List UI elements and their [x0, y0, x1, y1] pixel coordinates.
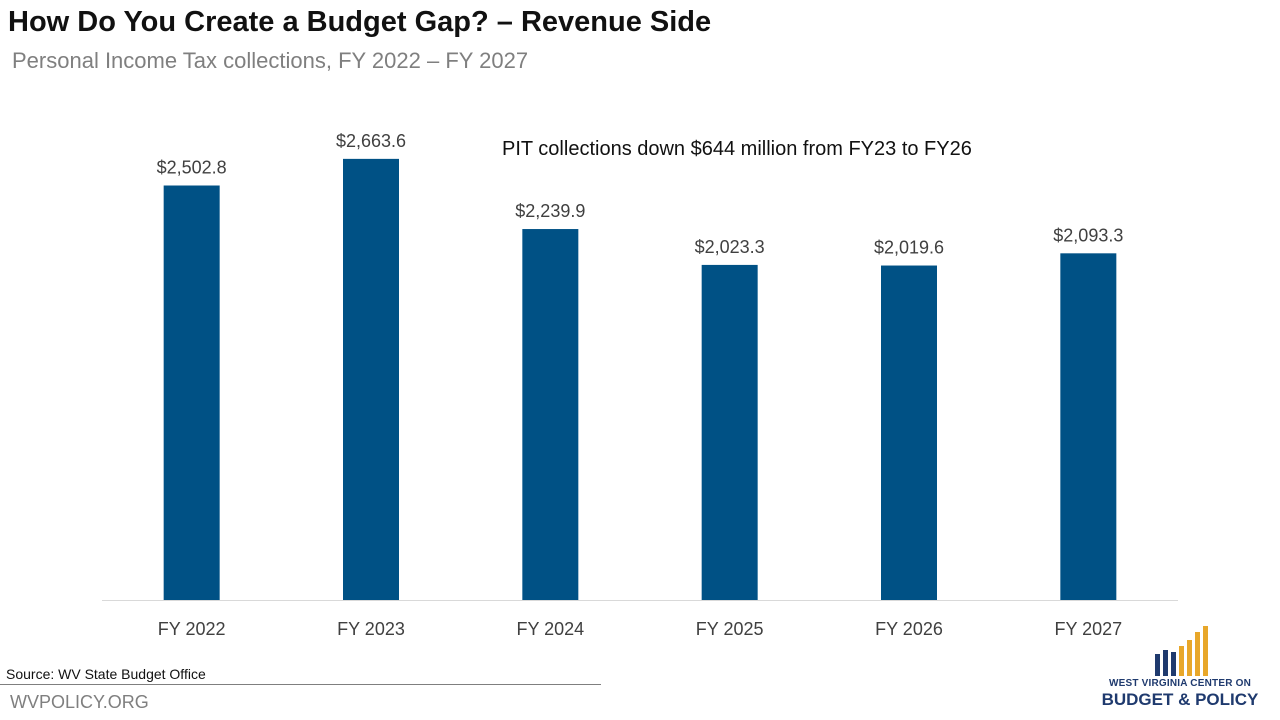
- bar-fy-2026: [881, 265, 937, 600]
- x-tick-label: FY 2026: [875, 619, 943, 639]
- logo-text-line2: BUDGET & POLICY: [1101, 690, 1259, 709]
- bar-fy-2022: [163, 185, 220, 600]
- source-divider: [0, 684, 601, 685]
- bar-fy-2027: [1060, 253, 1117, 600]
- chart-annotation: PIT collections down $644 million from F…: [502, 138, 972, 160]
- data-label: $2,663.6: [336, 131, 406, 151]
- logo-text-line1: WEST VIRGINIA CENTER ON: [1108, 678, 1251, 689]
- x-tick-label: FY 2023: [337, 619, 405, 639]
- x-tick-label: FY 2022: [158, 619, 226, 639]
- data-label: $2,023.3: [695, 237, 765, 257]
- data-label: $2,502.8: [157, 158, 227, 178]
- organization-logo: WEST VIRGINIA CENTER ON BUDGET & POLICY: [1100, 624, 1260, 716]
- logo-bars-icon: [1155, 626, 1208, 676]
- x-tick-label: FY 2025: [696, 619, 764, 639]
- data-label: $2,239.9: [515, 201, 585, 221]
- x-tick-label: FY 2024: [516, 619, 584, 639]
- bar-fy-2023: [343, 158, 399, 600]
- bar-fy-2024: [522, 229, 579, 601]
- bar-fy-2025: [701, 264, 758, 600]
- x-tick-label: FY 2027: [1054, 619, 1122, 639]
- site-url[interactable]: WVPOLICY.ORG: [10, 692, 149, 712]
- page-subtitle: Personal Income Tax collections, FY 2022…: [12, 48, 529, 73]
- data-label: $2,093.3: [1053, 225, 1123, 245]
- data-label: $2,019.6: [874, 238, 944, 258]
- page-title: How Do You Create a Budget Gap? – Revenu…: [8, 6, 712, 38]
- source-note: Source: WV State Budget Office: [6, 666, 206, 682]
